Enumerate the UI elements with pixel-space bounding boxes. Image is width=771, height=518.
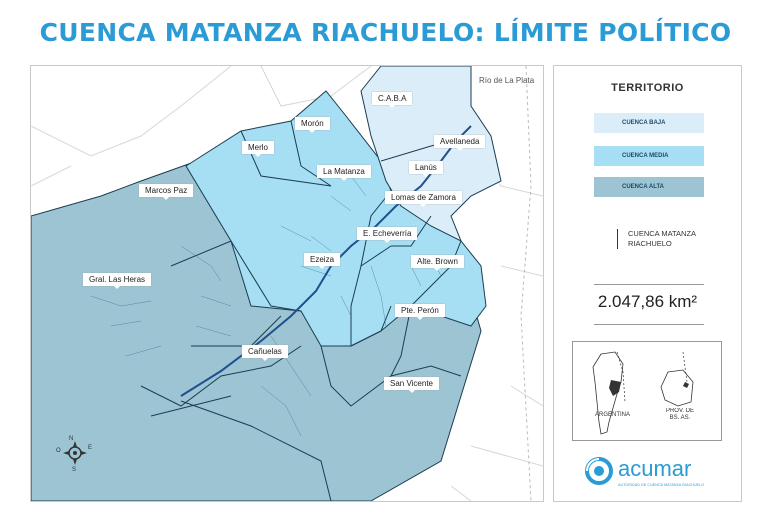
compass-o: O <box>56 448 61 454</box>
map-panel: Río de La Plata C.A.B.A Morón Merlo Avel… <box>30 65 544 502</box>
legend-cuenca-alta: CUENCA ALTA <box>594 177 704 197</box>
legend-cuenca-baja: CUENCA BAJA <box>594 113 704 133</box>
basin-area: 2.047,86 km² <box>597 292 698 311</box>
label-san-vicente: San Vicente <box>384 377 439 393</box>
compass-n: N <box>69 436 73 442</box>
divider-top <box>594 284 704 285</box>
divider-bottom <box>594 324 704 325</box>
compass-rose: N S E O <box>55 431 95 471</box>
label-ezeiza: Ezeiza <box>304 253 341 269</box>
label-gral-las-heras: Gral. Las Heras <box>83 273 152 289</box>
label-avellaneda: Avellaneda <box>434 135 486 151</box>
compass-s: S <box>72 467 76 471</box>
legend-panel: TERRITORIO CUENCA BAJA CUENCA MEDIA CUEN… <box>553 65 742 502</box>
label-canuelas: Cañuelas <box>242 345 288 361</box>
compass-e: E <box>88 445 92 451</box>
map-title: CUENCA MATANZA RIACHUELO: LÍMITE POLÍTIC… <box>39 18 732 47</box>
acumar-logo-name: acumar <box>618 456 692 481</box>
label-lanus: Lanús <box>409 161 443 177</box>
label-alte-brown: Alte. Brown <box>411 255 464 271</box>
legend-basin-line: CUENCA MATANZA RIACHUELO <box>617 229 738 249</box>
acumar-logo: acumar AUTORIDAD DE CUENCA MATANZA RIACH… <box>584 456 714 490</box>
legend-cuenca-media: CUENCA MEDIA <box>594 146 704 166</box>
acumar-logo-icon <box>585 457 613 485</box>
label-moron: Morón <box>295 117 330 133</box>
label-lomas-de-zamora: Lomas de Zamora <box>385 191 462 207</box>
acumar-logo-tagline: AUTORIDAD DE CUENCA MATANZA RIACHUELO <box>618 483 705 487</box>
label-e-echeverria: E. Echeverría <box>357 227 418 243</box>
label-la-matanza: La Matanza <box>317 165 371 181</box>
label-caba: C.A.B.A <box>372 92 413 108</box>
location-inset: ARGENTINA PROV. DE BS. AS. <box>572 341 722 441</box>
label-merlo: Merlo <box>242 141 275 157</box>
legend-title: TERRITORIO <box>611 82 684 94</box>
label-pte-peron: Pte. Perón <box>395 304 445 320</box>
river-plata-label: Río de La Plata <box>479 76 535 85</box>
inset-label-argentina: ARGENTINA <box>595 412 630 418</box>
label-marcos-paz: Marcos Paz <box>139 184 194 200</box>
inset-label-provincia: PROV. DE BS. AS. <box>665 408 695 421</box>
